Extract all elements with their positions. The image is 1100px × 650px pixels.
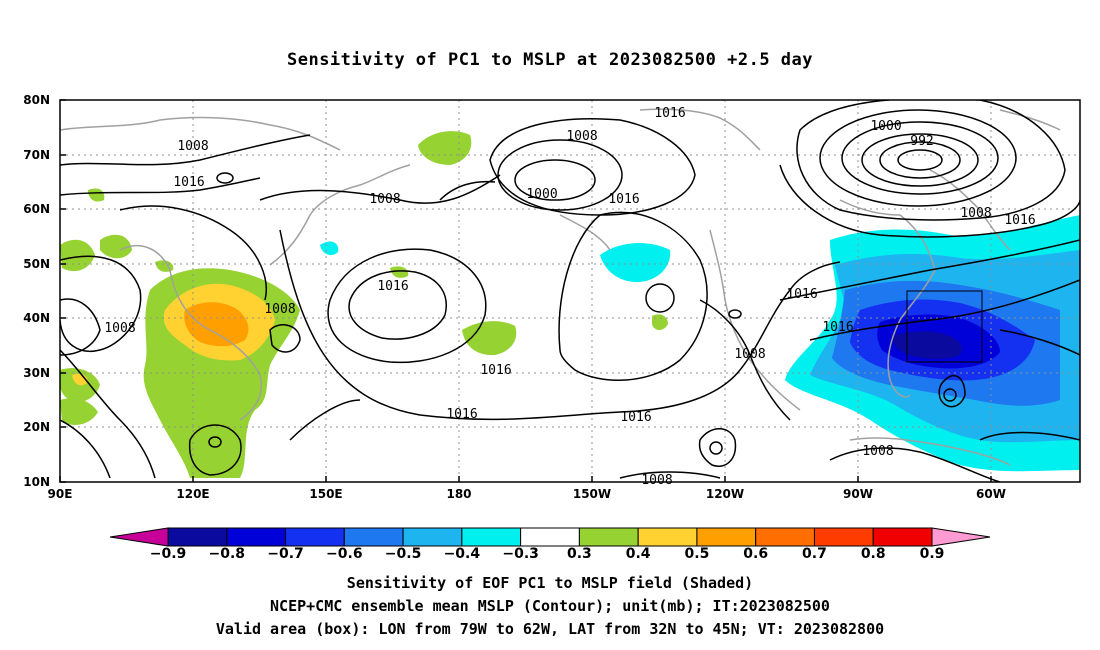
lat-label: 50N bbox=[23, 257, 50, 271]
colorbar-box bbox=[520, 527, 580, 547]
colorbar-box bbox=[872, 527, 933, 547]
colorbar-box bbox=[167, 527, 228, 547]
colorbar-label: −0.4 bbox=[444, 546, 481, 562]
shade-green-patch-d bbox=[60, 398, 98, 425]
contour-label: 1008 bbox=[641, 473, 672, 488]
contour-label: 1008 bbox=[104, 321, 135, 336]
mslp-contours bbox=[60, 100, 1080, 482]
lat-label: 70N bbox=[23, 148, 50, 162]
colorbar-box bbox=[637, 527, 698, 547]
shading-layer bbox=[60, 131, 1080, 478]
shade-green-patch-h bbox=[652, 314, 668, 330]
colorbar-box bbox=[813, 527, 874, 547]
colorbar-label: −0.3 bbox=[502, 546, 539, 562]
contour-label: 1008 bbox=[177, 139, 208, 154]
shade-green-patch-b bbox=[100, 234, 132, 259]
contour-label: 1016 bbox=[1004, 213, 1035, 228]
colorbar: −0.9 −0.8 −0.7 −0.6 −0.5 −0.4 −0.3 0.3 0.4 0.5 0.6… bbox=[109, 527, 991, 562]
colorbar-label: −0.6 bbox=[326, 546, 363, 562]
contour-label: 1008 bbox=[369, 192, 400, 207]
colorbar-label: −0.7 bbox=[267, 546, 304, 562]
shade-green-patch-a bbox=[60, 239, 95, 272]
contour-label: 1016 bbox=[822, 320, 853, 335]
contour-label: 1016 bbox=[654, 106, 685, 121]
lon-labels: 90E 120E 150E 180 150W 120W 90W 60W bbox=[48, 487, 1006, 501]
colorbar-label: 0.5 bbox=[685, 546, 710, 562]
colorbar-box bbox=[755, 527, 815, 547]
lon-label: 150W bbox=[573, 487, 611, 501]
colorbar-box bbox=[696, 527, 757, 547]
map-title: Sensitivity of PC1 to MSLP at 2023082500… bbox=[286, 50, 813, 70]
contour-label: 1000 bbox=[526, 187, 557, 202]
shade-cyan-pacific bbox=[600, 243, 671, 283]
lon-label: 120E bbox=[176, 487, 209, 501]
contour-label: 1000 bbox=[870, 119, 901, 134]
lat-label: 60N bbox=[23, 202, 50, 216]
contour-label: 1016 bbox=[608, 192, 639, 207]
lat-label: 40N bbox=[23, 311, 50, 325]
caption-valid-area: Valid area (box): LON from 79W to 62W, L… bbox=[215, 620, 885, 638]
colorbar-low-triangle bbox=[109, 527, 169, 547]
lon-label: 150E bbox=[309, 487, 342, 501]
lat-label: 80N bbox=[23, 93, 50, 107]
colorbar-label: 0.4 bbox=[626, 546, 651, 562]
contour-label: 1016 bbox=[446, 407, 477, 422]
colorbar-label: −0.5 bbox=[385, 546, 422, 562]
shade-green-patch-e bbox=[88, 188, 105, 202]
colorbar-label: 0.6 bbox=[743, 546, 768, 562]
shade-green-patch-j bbox=[155, 260, 174, 272]
shade-positive-orange bbox=[184, 302, 249, 347]
colorbar-box bbox=[578, 527, 639, 547]
contour-labels: 1016 1008 1008 1016 1000 992 1008 1016 1… bbox=[104, 106, 1035, 488]
colorbar-box bbox=[402, 527, 463, 547]
contour-label: 1016 bbox=[173, 175, 204, 190]
lon-label: 120W bbox=[706, 487, 744, 501]
shade-green-patch-g bbox=[462, 321, 517, 356]
colorbar-box bbox=[285, 527, 345, 547]
colorbar-label: 0.9 bbox=[920, 546, 945, 562]
lat-label: 10N bbox=[23, 475, 50, 489]
shade-green-patch-f bbox=[418, 131, 472, 165]
contour-label: 1008 bbox=[960, 206, 991, 221]
lon-label: 90W bbox=[843, 487, 873, 501]
shade-cyan-pacific-2 bbox=[320, 241, 339, 256]
colorbar-label: 0.3 bbox=[567, 546, 592, 562]
colorbar-box bbox=[461, 527, 522, 547]
caption-contour: NCEP+CMC ensemble mean MSLP (Contour); u… bbox=[270, 597, 830, 615]
contour-label: 1016 bbox=[620, 410, 651, 425]
lon-label: 90E bbox=[48, 487, 73, 501]
colorbar-box bbox=[226, 527, 287, 547]
axis-ticks bbox=[59, 99, 992, 483]
contour-label: 1016 bbox=[377, 279, 408, 294]
shade-negative-darkest bbox=[893, 331, 962, 359]
lat-label: 20N bbox=[23, 420, 50, 434]
colorbar-box bbox=[343, 527, 404, 547]
caption-shading: Sensitivity of EOF PC1 to MSLP field (Sh… bbox=[346, 574, 754, 592]
colorbar-label: −0.8 bbox=[209, 546, 246, 562]
colorbar-high-triangle bbox=[931, 527, 991, 547]
contour-label: 1008 bbox=[566, 129, 597, 144]
contour-label: 1016 bbox=[480, 363, 511, 378]
shade-green-patch-i bbox=[390, 266, 409, 278]
contour-label: 992 bbox=[910, 134, 933, 149]
coastlines bbox=[60, 108, 1061, 466]
contour-label: 1016 bbox=[786, 287, 817, 302]
plot-frame bbox=[59, 99, 1081, 483]
colorbar-label: 0.8 bbox=[861, 546, 886, 562]
colorbar-label: −0.9 bbox=[150, 546, 187, 562]
lon-label: 60W bbox=[976, 487, 1006, 501]
lon-label: 180 bbox=[446, 487, 471, 501]
colorbar-label: 0.7 bbox=[802, 546, 827, 562]
contour-label: 1008 bbox=[862, 444, 893, 459]
lat-label: 30N bbox=[23, 366, 50, 380]
valid-area-box bbox=[906, 290, 983, 363]
lat-labels: 80N 70N 60N 50N 40N 30N 20N 10N bbox=[23, 93, 50, 489]
contour-label: 1008 bbox=[734, 347, 765, 362]
contour-label: 1008 bbox=[264, 302, 295, 317]
